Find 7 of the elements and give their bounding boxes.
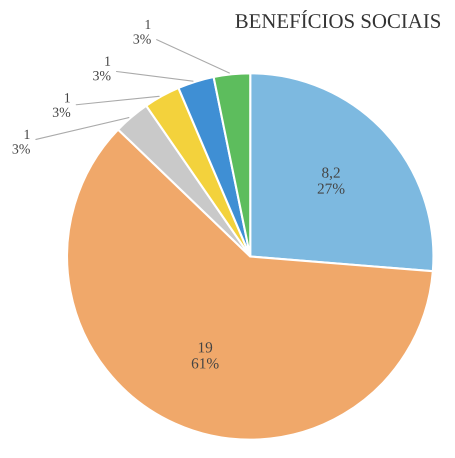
- data-label: 1 3%: [133, 20, 151, 44]
- chart-title: BENEFÍCIOS SOCIAIS: [235, 10, 440, 28]
- data-label: 1 3%: [52, 93, 70, 118]
- data-label: 8,2 27%: [318, 167, 345, 194]
- data-label: 19 61%: [192, 342, 219, 369]
- data-label: 1 3%: [12, 130, 30, 154]
- data-label: 1 3%: [93, 56, 111, 80]
